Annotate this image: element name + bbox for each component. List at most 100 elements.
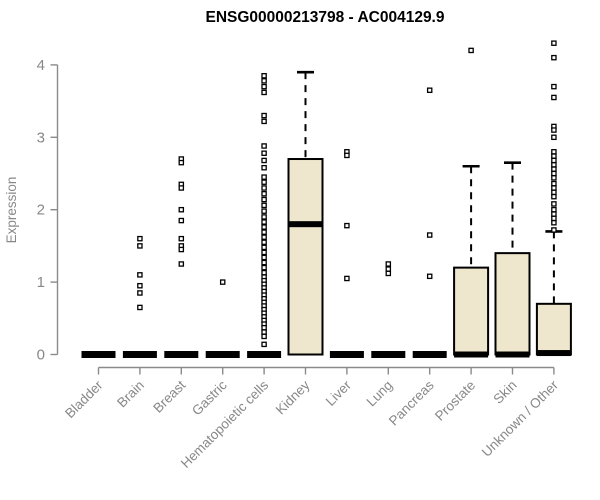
- outlier-point-hematopoietic-cells: [261, 174, 267, 180]
- outlier-point-unknown-other: [551, 127, 557, 133]
- outlier-point-unknown-other: [551, 166, 557, 172]
- outlier-point-unknown-other: [551, 211, 557, 217]
- outlier-point-hematopoietic-cells: [261, 83, 267, 90]
- median-line-prostate: [454, 351, 489, 358]
- outlier-point-breast: [178, 246, 185, 253]
- x-tick-label-pancreas: Pancreas: [386, 377, 437, 428]
- outlier-point-hematopoietic-cells: [261, 73, 267, 79]
- outlier-point-gastric: [219, 279, 226, 285]
- outlier-point-unknown-other: [551, 153, 557, 159]
- outlier-point-unknown-other: [551, 180, 557, 187]
- flat-box-hematopoietic-cells: [247, 351, 282, 358]
- x-tick-label-bladder: Bladder: [62, 377, 106, 421]
- outlier-point-pancreas: [426, 232, 433, 238]
- flat-box-liver: [329, 351, 364, 358]
- outlier-point-brain: [137, 304, 143, 311]
- outlier-point-unknown-other: [551, 193, 557, 200]
- y-tick-label: 4: [37, 57, 45, 74]
- outlier-point-unknown-other: [551, 94, 557, 101]
- outlier-point-hematopoietic-cells: [261, 78, 267, 84]
- outlier-point-unknown-other: [551, 227, 557, 233]
- outlier-point-breast: [178, 206, 185, 213]
- outlier-point-liver: [344, 222, 350, 229]
- outlier-point-hematopoietic-cells: [261, 185, 267, 191]
- x-tick-label-kidney: Kidney: [273, 377, 313, 417]
- outlier-point-unknown-other: [551, 54, 557, 61]
- outlier-point-hematopoietic-cells: [261, 249, 267, 256]
- outlier-point-hematopoietic-cells: [261, 264, 267, 271]
- outlier-point-hematopoietic-cells: [261, 269, 267, 276]
- outlier-point-liver: [344, 275, 350, 282]
- outlier-point-hematopoietic-cells: [261, 196, 267, 203]
- outlier-point-unknown-other: [551, 134, 557, 141]
- outlier-point-hematopoietic-cells: [261, 89, 267, 96]
- flat-box-lung: [371, 351, 406, 358]
- flat-box-pancreas: [412, 351, 447, 358]
- outlier-point-hematopoietic-cells: [261, 219, 267, 225]
- y-tick-label: 2: [37, 202, 45, 219]
- outlier-point-hematopoietic-cells: [261, 164, 267, 171]
- outlier-point-breast: [178, 159, 185, 166]
- outlier-point-unknown-other: [551, 83, 557, 90]
- y-tick-label: 1: [37, 274, 45, 291]
- x-tick-label-gastric: Gastric: [189, 377, 230, 418]
- median-line-unknown-other: [536, 350, 571, 357]
- outlier-point-hematopoietic-cells: [261, 341, 267, 348]
- outlier-point-unknown-other: [551, 149, 557, 155]
- y-axis-label: Expression: [4, 177, 19, 244]
- flat-box-bladder: [81, 351, 116, 358]
- outlier-point-unknown-other: [551, 189, 557, 196]
- outlier-point-unknown-other: [551, 157, 557, 164]
- outlier-point-hematopoietic-cells: [261, 254, 267, 261]
- outlier-point-lung: [385, 266, 392, 272]
- outlier-point-hematopoietic-cells: [261, 324, 267, 331]
- outlier-point-unknown-other: [551, 185, 557, 191]
- median-line-skin: [495, 351, 530, 358]
- x-tick-label-brain: Brain: [114, 378, 147, 411]
- x-tick-label-lung: Lung: [364, 378, 396, 410]
- outlier-point-unknown-other: [551, 219, 557, 226]
- x-tick-label-skin: Skin: [490, 378, 519, 407]
- outlier-point-hematopoietic-cells: [261, 224, 267, 230]
- outlier-point-breast: [178, 185, 185, 191]
- y-tick-label: 0: [37, 347, 45, 364]
- outlier-point-brain: [137, 282, 143, 289]
- outlier-point-hematopoietic-cells: [261, 202, 267, 209]
- outlier-point-hematopoietic-cells: [261, 244, 267, 251]
- outlier-point-lung: [385, 270, 392, 277]
- x-tick-label-breast: Breast: [150, 377, 188, 415]
- outlier-point-hematopoietic-cells: [261, 112, 267, 119]
- outlier-point-unknown-other: [551, 162, 557, 168]
- outlier-point-hematopoietic-cells: [261, 234, 267, 240]
- outlier-point-hematopoietic-cells: [261, 157, 267, 164]
- outlier-point-lung: [385, 261, 392, 267]
- outlier-point-hematopoietic-cells: [261, 150, 267, 156]
- outlier-point-hematopoietic-cells: [261, 229, 267, 235]
- box-unknown-other: [535, 302, 572, 356]
- outlier-point-unknown-other: [551, 201, 557, 207]
- outlier-point-hematopoietic-cells: [261, 329, 267, 335]
- box-kidney: [287, 158, 324, 356]
- outlier-point-hematopoietic-cells: [261, 239, 267, 246]
- flat-box-brain: [122, 351, 157, 358]
- outlier-point-hematopoietic-cells: [261, 118, 267, 125]
- outlier-point-unknown-other: [551, 40, 557, 46]
- outlier-point-hematopoietic-cells: [261, 214, 267, 220]
- outlier-point-prostate: [468, 47, 474, 54]
- outlier-point-hematopoietic-cells: [261, 143, 267, 149]
- outlier-point-hematopoietic-cells: [261, 179, 267, 185]
- outlier-point-pancreas: [426, 87, 433, 93]
- flat-box-breast: [164, 351, 199, 358]
- outlier-point-brain: [137, 235, 143, 242]
- chart-title: ENSG00000213798 - AC004129.9: [206, 9, 445, 26]
- outlier-point-brain: [137, 290, 143, 296]
- outlier-point-hematopoietic-cells: [261, 208, 267, 214]
- outlier-point-brain: [137, 272, 143, 278]
- outlier-point-unknown-other: [551, 206, 557, 213]
- outlier-point-unknown-other: [551, 170, 557, 177]
- outlier-point-unknown-other: [551, 175, 557, 181]
- outlier-point-unknown-other: [551, 215, 557, 222]
